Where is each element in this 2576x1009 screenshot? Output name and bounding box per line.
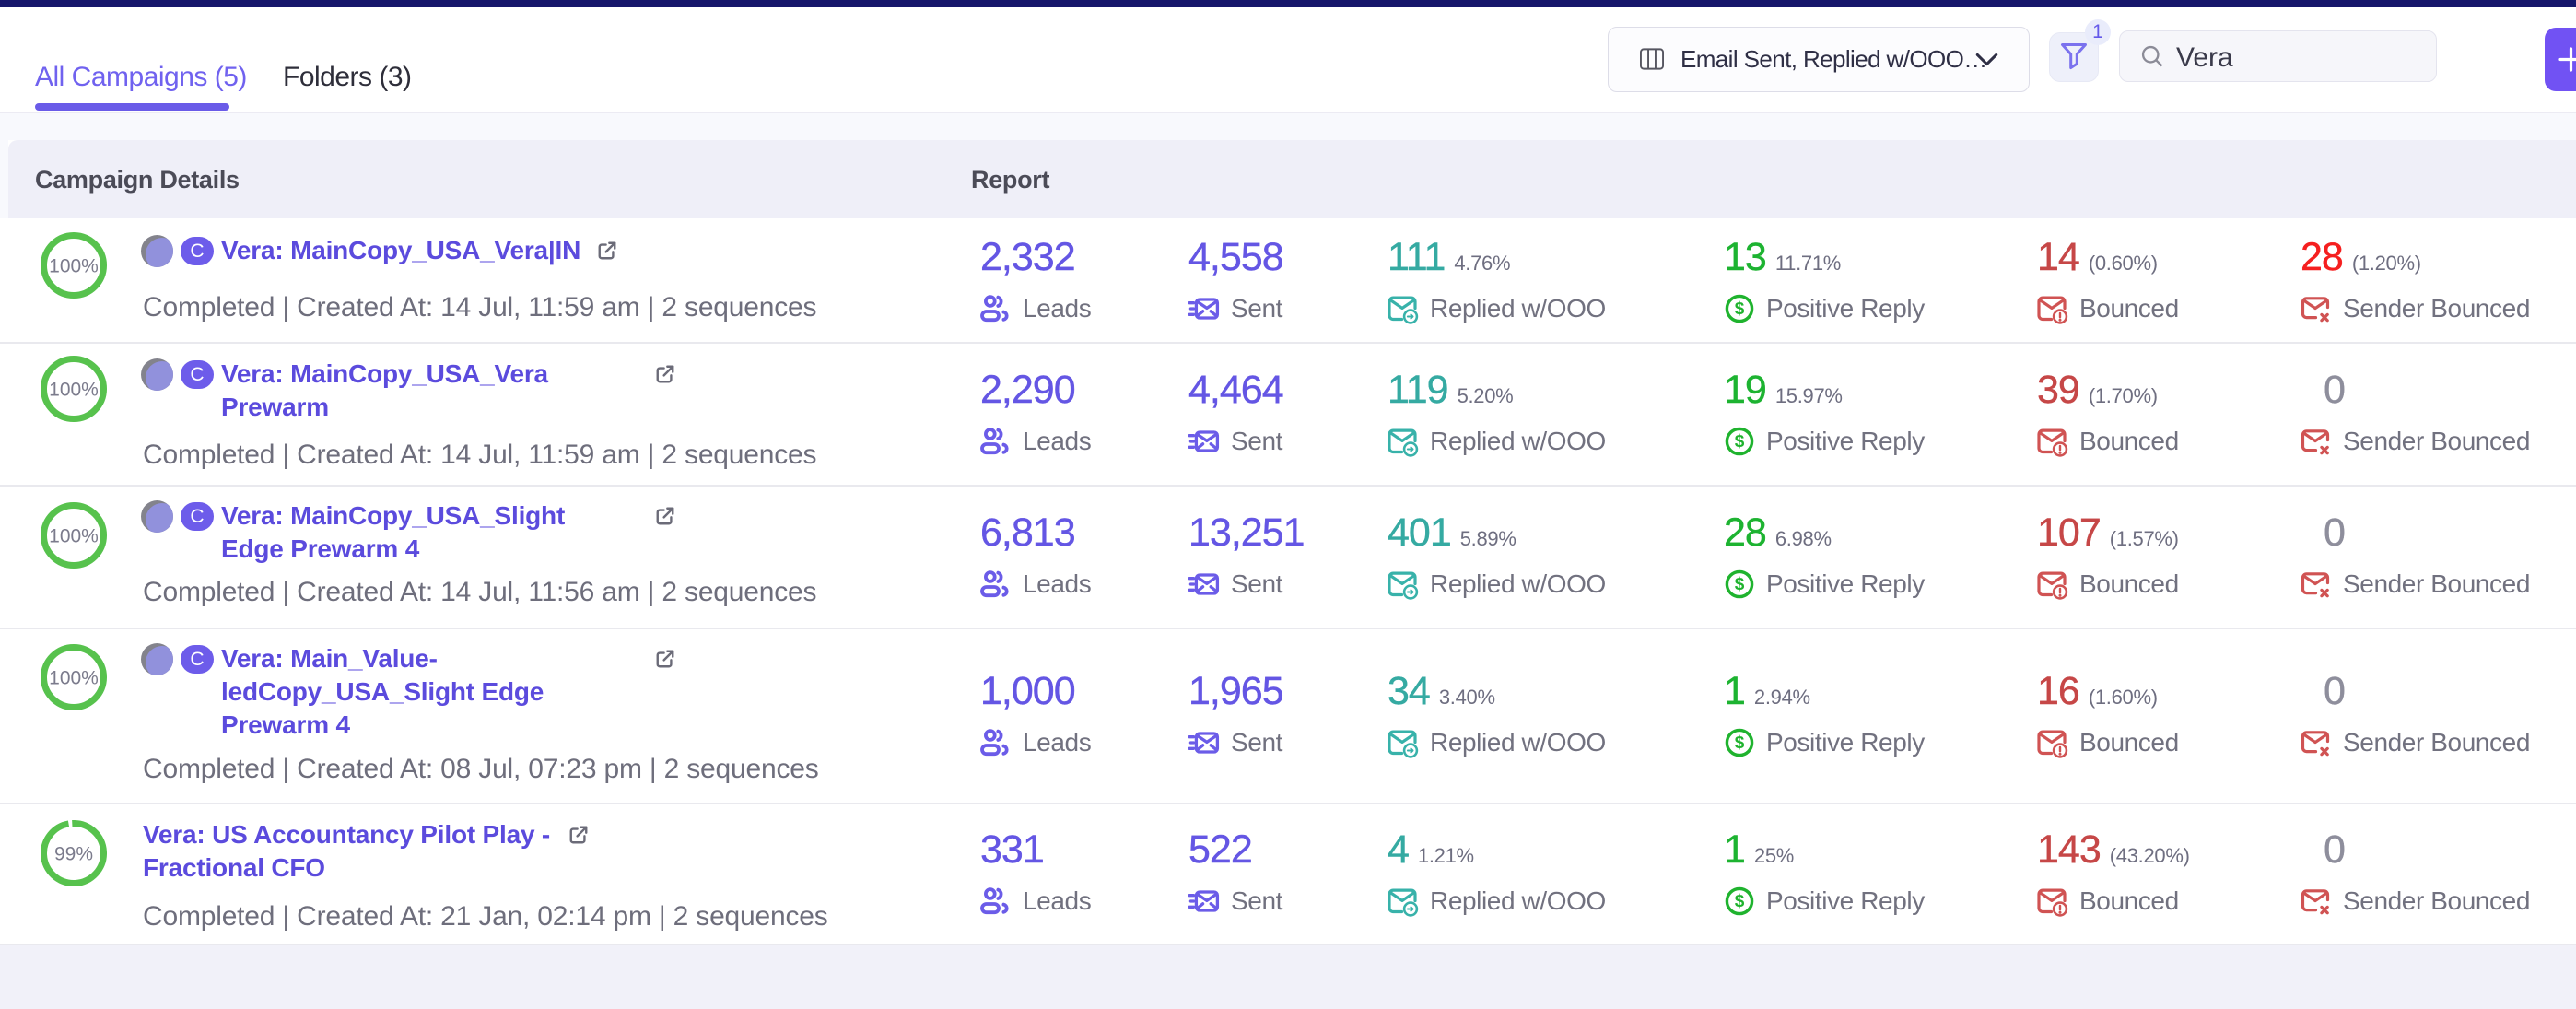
svg-text:100%: 100% (49, 668, 99, 689)
svg-text:$: $ (1735, 575, 1745, 594)
svg-text:$: $ (1735, 432, 1745, 452)
svg-text:$: $ (1735, 892, 1745, 911)
svg-text:100%: 100% (49, 526, 99, 547)
svg-text:99%: 99% (54, 844, 93, 865)
svg-text:100%: 100% (49, 380, 99, 401)
svg-text:100%: 100% (49, 256, 99, 277)
svg-text:$: $ (1735, 733, 1745, 753)
svg-text:$: $ (1735, 299, 1745, 319)
